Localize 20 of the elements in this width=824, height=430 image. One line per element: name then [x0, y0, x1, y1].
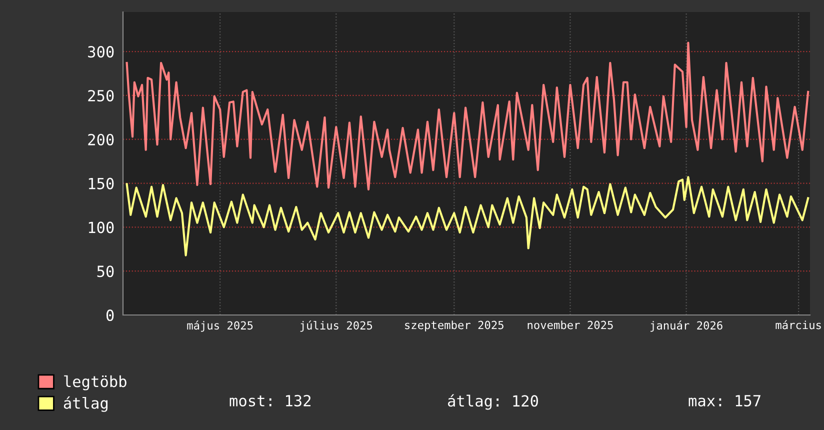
x-tick-label: május 2025: [187, 320, 253, 332]
text: most: 132: [230, 394, 310, 406]
y-tick-label: 300: [88, 46, 114, 58]
y-tick-label: 200: [88, 134, 114, 146]
x-tick-label: július 2025: [300, 320, 372, 332]
line-series: [126, 176, 810, 256]
line-series: [126, 42, 810, 190]
x-tick-label: november 2025: [528, 320, 613, 330]
y-tick-label: 100: [88, 222, 114, 234]
legend-label: legtöbb: [64, 375, 126, 390]
y-tick-label: 250: [88, 90, 114, 102]
text: átlag: 120: [448, 394, 538, 410]
y-tick-label: 50: [97, 266, 114, 278]
x-tick-label: szeptember 2025: [405, 320, 504, 332]
text: max: 157: [688, 395, 760, 406]
y-tick-label: 150: [88, 178, 114, 190]
x-tick-label: március: [776, 320, 821, 330]
y-tick-label: 0: [106, 310, 114, 322]
x-tick-label: január 2026: [650, 320, 722, 332]
legend-label: átlag: [64, 396, 108, 412]
